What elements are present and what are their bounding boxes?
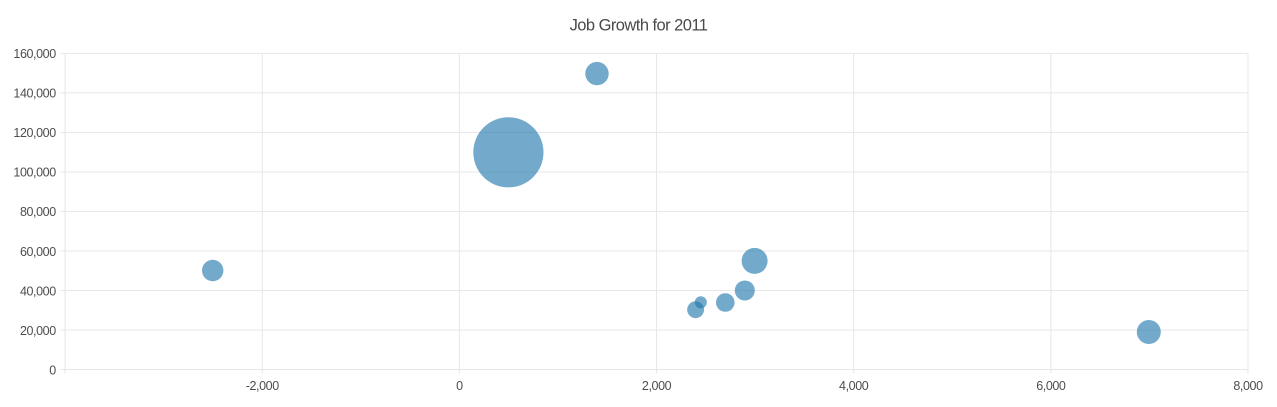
svg-text:4,000: 4,000 <box>839 379 869 393</box>
svg-text:140,000: 140,000 <box>13 87 56 101</box>
svg-text:Job Growth for 2011: Job Growth for 2011 <box>570 17 708 35</box>
svg-text:20,000: 20,000 <box>20 324 56 338</box>
svg-text:160,000: 160,000 <box>13 47 56 61</box>
svg-text:6,000: 6,000 <box>1036 379 1066 393</box>
svg-text:0: 0 <box>456 379 463 393</box>
svg-text:60,000: 60,000 <box>20 245 56 259</box>
svg-text:40,000: 40,000 <box>20 284 56 298</box>
svg-text:-2,000: -2,000 <box>246 379 279 393</box>
svg-text:120,000: 120,000 <box>13 126 56 140</box>
svg-text:100,000: 100,000 <box>13 166 56 180</box>
svg-text:8,000: 8,000 <box>1233 379 1263 393</box>
svg-text:80,000: 80,000 <box>20 205 56 219</box>
svg-text:0: 0 <box>49 363 56 377</box>
svg-text:2,000: 2,000 <box>642 379 672 393</box>
